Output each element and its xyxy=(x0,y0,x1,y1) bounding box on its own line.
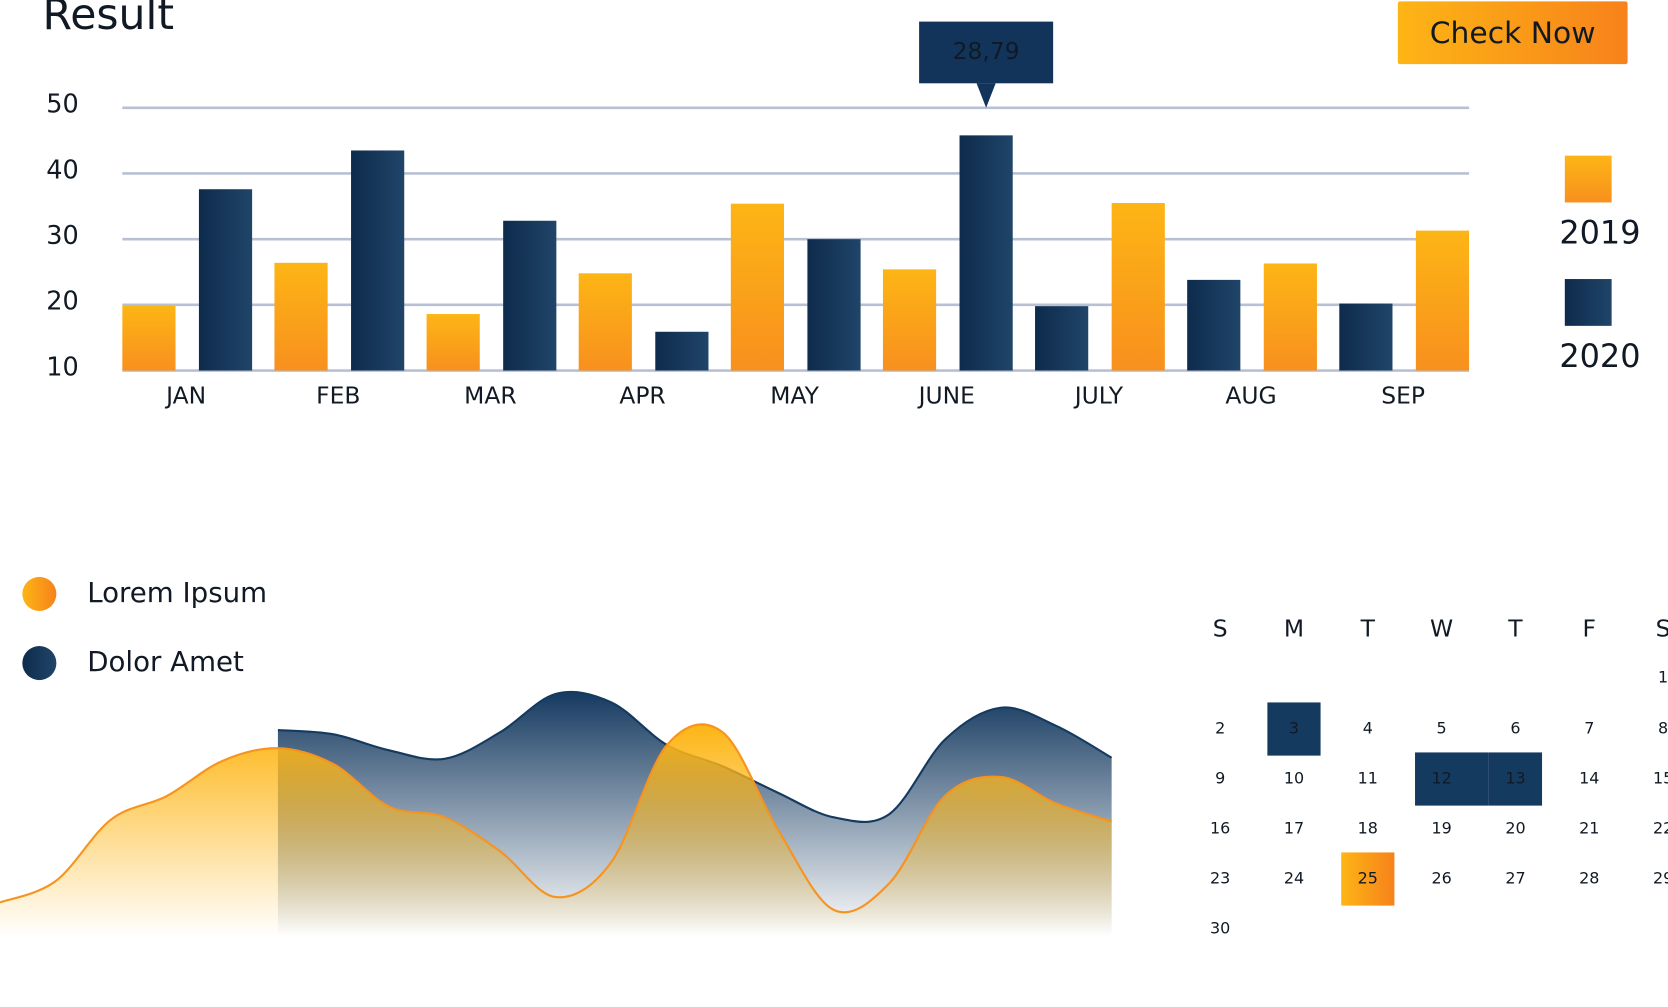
day-label: 26 xyxy=(1431,869,1451,888)
day-label: 5 xyxy=(1437,719,1447,738)
x-tick-label: MAY xyxy=(770,382,819,410)
check-button-label[interactable]: Check Now xyxy=(1430,16,1596,51)
y-tick-label: 40 xyxy=(46,155,78,185)
y-tick-label: 50 xyxy=(46,90,78,120)
bar xyxy=(882,269,937,371)
day-label: 30 xyxy=(1210,919,1230,938)
tooltip-box xyxy=(919,21,1054,84)
weekday-label: S xyxy=(1656,615,1668,643)
legend-label: Dolor Amet xyxy=(87,645,244,678)
day-highlight xyxy=(1415,752,1489,806)
area-line xyxy=(0,723,1112,914)
day-label: 13 xyxy=(1505,769,1525,788)
area-fill xyxy=(0,724,1112,937)
bar xyxy=(1035,306,1089,371)
day-label: 21 xyxy=(1579,819,1599,838)
day-label: 11 xyxy=(1358,769,1378,788)
legend-dot xyxy=(22,576,57,611)
day-label: 2 xyxy=(1215,719,1225,738)
day-label: 25 xyxy=(1358,869,1378,888)
y-tick-label: 10 xyxy=(46,352,78,382)
legend-swatch xyxy=(1564,279,1612,326)
day-label: 28 xyxy=(1579,869,1599,888)
day-label: 18 xyxy=(1358,819,1378,838)
day-label: 15 xyxy=(1653,769,1668,788)
page-title: Result xyxy=(43,0,174,40)
bar xyxy=(807,239,861,371)
x-tick-label: APR xyxy=(619,382,665,410)
weekday-label: M xyxy=(1284,615,1304,643)
bar xyxy=(1339,303,1393,371)
weekday-label: T xyxy=(1360,615,1376,643)
day-highlight xyxy=(1267,702,1321,756)
legend-label: 2019 xyxy=(1559,213,1640,251)
bar xyxy=(351,150,405,371)
x-tick-label: MAR xyxy=(464,382,516,410)
bar xyxy=(274,262,328,371)
weekday-label: S xyxy=(1213,615,1228,643)
tooltip-pointer xyxy=(976,83,996,108)
day-label: 22 xyxy=(1653,819,1668,838)
day-highlight xyxy=(1488,752,1543,806)
weekday-label: T xyxy=(1507,615,1523,643)
day-label: 10 xyxy=(1284,769,1304,788)
x-tick-label: SEP xyxy=(1381,382,1425,410)
day-label: 24 xyxy=(1284,869,1304,888)
day-label: 19 xyxy=(1431,819,1451,838)
weekday-label: W xyxy=(1430,615,1453,643)
check-button[interactable] xyxy=(1397,1,1628,65)
tooltip-text: 28,79 xyxy=(953,37,1020,65)
bar xyxy=(730,203,785,371)
legend-label: Lorem Ipsum xyxy=(87,576,267,609)
day-label: 20 xyxy=(1505,819,1525,838)
weekday-label: F xyxy=(1583,615,1596,643)
day-label: 12 xyxy=(1431,769,1451,788)
day-label: 1 xyxy=(1658,667,1668,686)
day-label: 27 xyxy=(1505,869,1525,888)
legend-dot xyxy=(22,646,57,681)
x-tick-label: JAN xyxy=(164,382,206,410)
day-label: 4 xyxy=(1363,719,1373,738)
day-label: 7 xyxy=(1584,719,1594,738)
legend-label: 2020 xyxy=(1559,337,1640,375)
day-label: 16 xyxy=(1210,819,1230,838)
x-tick-label: FEB xyxy=(316,382,360,410)
bar xyxy=(1187,279,1241,371)
legend-swatch xyxy=(1564,155,1612,203)
bar xyxy=(655,331,709,371)
day-label: 17 xyxy=(1284,819,1304,838)
bar xyxy=(122,305,176,371)
bar xyxy=(198,189,253,371)
bar xyxy=(1415,230,1470,371)
bar xyxy=(1111,203,1165,371)
day-label: 3 xyxy=(1289,719,1299,738)
x-tick-label: JULY xyxy=(1073,382,1124,410)
x-tick-label: JUNE xyxy=(917,382,975,410)
bar xyxy=(503,220,557,371)
bar xyxy=(1263,263,1317,371)
day-label: 6 xyxy=(1510,719,1520,738)
day-highlight xyxy=(1341,852,1395,906)
bar xyxy=(578,273,632,371)
y-tick-label: 30 xyxy=(46,221,78,251)
day-label: 9 xyxy=(1215,769,1225,788)
day-label: 8 xyxy=(1658,719,1668,738)
bar xyxy=(426,314,480,371)
x-tick-label: AUG xyxy=(1225,382,1276,410)
day-label: 29 xyxy=(1653,869,1668,888)
day-label: 14 xyxy=(1579,769,1599,788)
bar xyxy=(959,135,1013,371)
y-tick-label: 20 xyxy=(46,287,78,317)
day-label: 23 xyxy=(1210,869,1230,888)
